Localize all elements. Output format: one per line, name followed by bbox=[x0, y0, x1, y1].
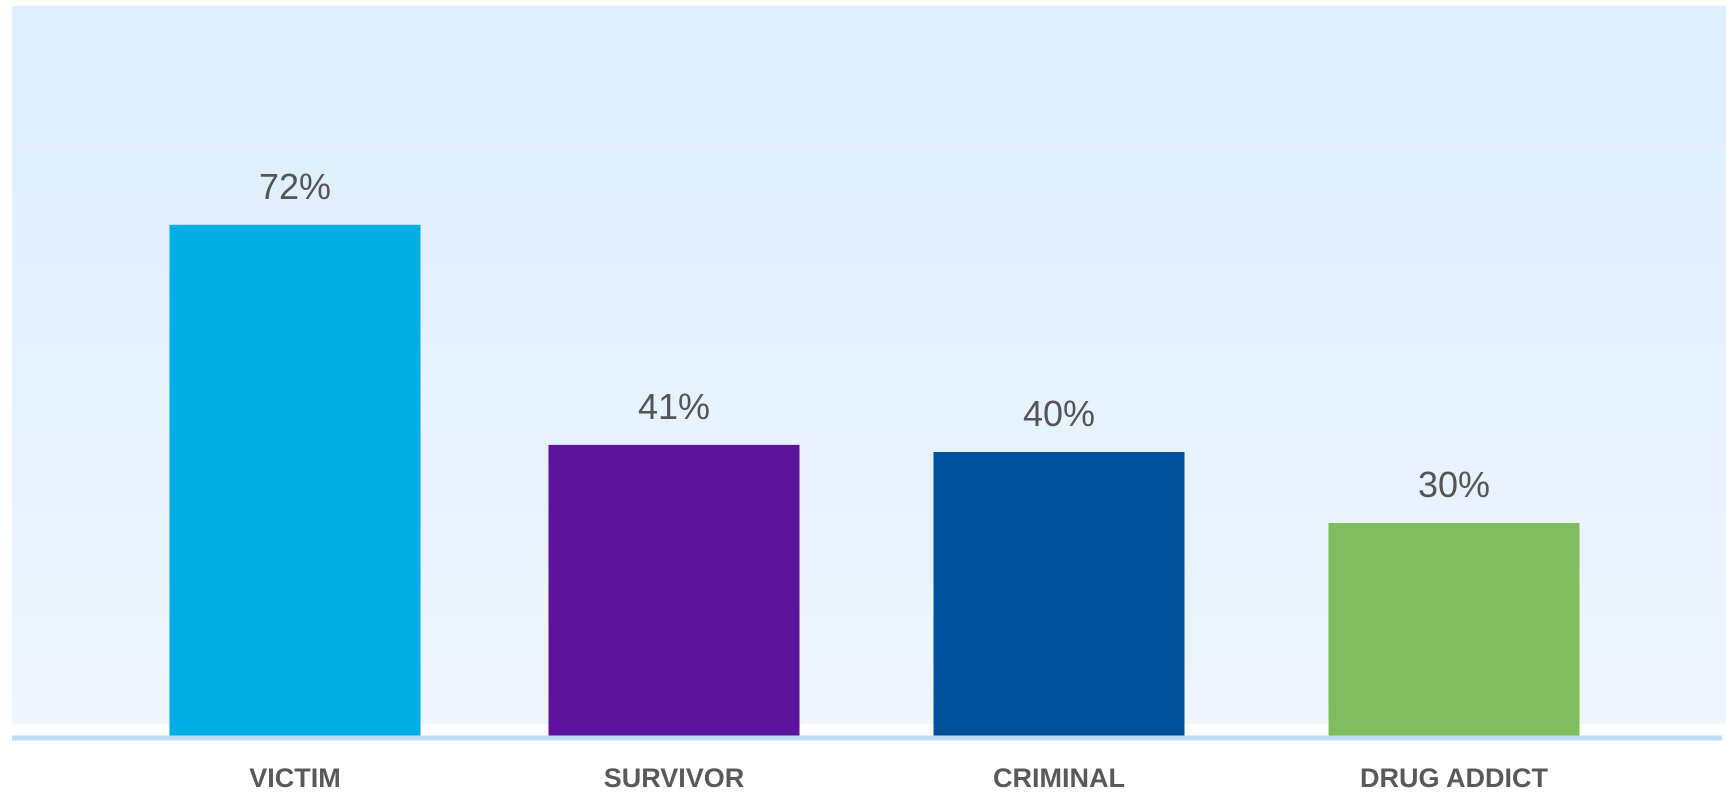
category-label-victim: VICTIM bbox=[249, 763, 341, 793]
value-label-drug-addict: 30% bbox=[1418, 464, 1490, 505]
value-label-survivor: 41% bbox=[638, 386, 710, 427]
category-label-drug-addict: DRUG ADDICT bbox=[1360, 763, 1548, 793]
value-label-victim: 72% bbox=[259, 166, 331, 207]
value-label-criminal: 40% bbox=[1023, 393, 1095, 434]
bar-victim bbox=[169, 224, 421, 737]
bar-survivor bbox=[548, 444, 800, 736]
bar-criminal bbox=[933, 452, 1185, 736]
category-label-survivor: SURVIVOR bbox=[604, 763, 745, 793]
bar-drug-addict bbox=[1328, 523, 1580, 736]
category-label-criminal: CRIMINAL bbox=[993, 763, 1125, 793]
